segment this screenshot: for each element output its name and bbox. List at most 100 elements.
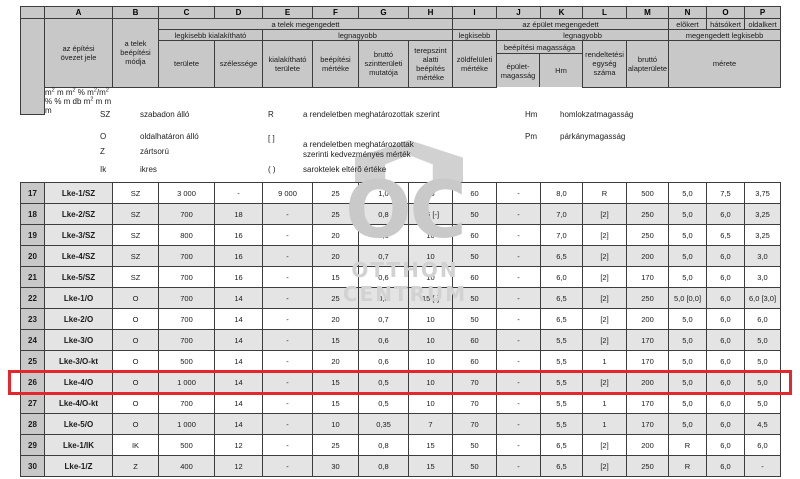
- cell-build-mode[interactable]: SZ: [112, 266, 159, 288]
- cell-zone-code[interactable]: Lke-2/O: [44, 308, 113, 330]
- cell-underground-ratio[interactable]: 7: [408, 413, 453, 435]
- cell-plot-width[interactable]: 14: [214, 287, 263, 309]
- cell-plot-area[interactable]: 700: [158, 266, 215, 288]
- table-row[interactable]: 26 Lke-4/O O 1 000 14-15 0,5 10 70-5,5 [2] 200 5,0…: [20, 371, 781, 393]
- cell-gross-floor-area[interactable]: 250: [626, 287, 669, 309]
- cell-floor-area-index[interactable]: 0,8: [358, 224, 409, 246]
- cell-side-yard[interactable]: 6,0 [3,0]: [744, 287, 781, 309]
- cell-buildable-area[interactable]: -: [262, 413, 313, 435]
- cell-front-yard[interactable]: 5,0: [668, 245, 707, 267]
- cell-build-mode[interactable]: SZ: [112, 224, 159, 246]
- table-row[interactable]: 25 Lke-3/O-kt O 500 14-20 0,6 10 60-5,5 1 170 5,0 6…: [20, 350, 781, 372]
- cell-hm-height[interactable]: 5,5: [540, 413, 583, 435]
- cell-green-ratio[interactable]: 50: [452, 287, 497, 309]
- cell-gross-floor-area[interactable]: 170: [626, 266, 669, 288]
- cell-build-mode[interactable]: SZ: [112, 203, 159, 225]
- cell-green-ratio[interactable]: 50: [452, 308, 497, 330]
- cell-plot-area[interactable]: 800: [158, 224, 215, 246]
- cell-floor-area-index[interactable]: 0,8: [358, 287, 409, 309]
- cell-side-yard[interactable]: 3,0: [744, 266, 781, 288]
- cell-building-height[interactable]: -: [496, 266, 541, 288]
- cell-row-number[interactable]: 18: [20, 203, 45, 225]
- cell-front-yard[interactable]: 5,0: [668, 182, 707, 204]
- cell-hm-height[interactable]: 7,0: [540, 224, 583, 246]
- table-row[interactable]: 21 Lke-5/SZ SZ 700 16-15 0,6 10 60-6,0 [2] 170 5,0…: [20, 266, 781, 288]
- cell-gross-floor-area[interactable]: 500: [626, 182, 669, 204]
- cell-building-height[interactable]: -: [496, 413, 541, 435]
- cell-gross-floor-area[interactable]: 200: [626, 434, 669, 456]
- cell-build-ratio[interactable]: 15: [312, 329, 359, 351]
- cell-rear-yard[interactable]: 6,0: [706, 392, 745, 414]
- cell-front-yard[interactable]: 5,0: [668, 203, 707, 225]
- cell-row-number[interactable]: 24: [20, 329, 45, 351]
- cell-hm-height[interactable]: 7,0: [540, 203, 583, 225]
- cell-gross-floor-area[interactable]: 250: [626, 455, 669, 477]
- cell-unit-count[interactable]: [2]: [582, 434, 627, 456]
- cell-rear-yard[interactable]: 6,0: [706, 329, 745, 351]
- cell-build-mode[interactable]: O: [112, 413, 159, 435]
- cell-building-height[interactable]: -: [496, 245, 541, 267]
- cell-row-number[interactable]: 27: [20, 392, 45, 414]
- cell-side-yard[interactable]: 5,0: [744, 392, 781, 414]
- cell-build-mode[interactable]: O: [112, 308, 159, 330]
- cell-floor-area-index[interactable]: 0,35: [358, 413, 409, 435]
- table-row[interactable]: 27 Lke-4/O-kt O 700 14-15 0,5 10 70-5,5 1 170 5,0 6…: [20, 392, 781, 414]
- cell-build-ratio[interactable]: 25: [312, 203, 359, 225]
- cell-underground-ratio[interactable]: 10: [408, 392, 453, 414]
- cell-build-ratio[interactable]: 15: [312, 266, 359, 288]
- cell-hm-height[interactable]: 5,5: [540, 329, 583, 351]
- cell-unit-count[interactable]: [2]: [582, 245, 627, 267]
- cell-side-yard[interactable]: 3,25: [744, 224, 781, 246]
- cell-row-number[interactable]: 25: [20, 350, 45, 372]
- cell-building-height[interactable]: -: [496, 455, 541, 477]
- cell-front-yard[interactable]: 5,0 [0,0]: [668, 287, 707, 309]
- cell-zone-code[interactable]: Lke-3/SZ: [44, 224, 113, 246]
- cell-buildable-area[interactable]: -: [262, 245, 313, 267]
- cell-plot-width[interactable]: 14: [214, 413, 263, 435]
- cell-row-number[interactable]: 30: [20, 455, 45, 477]
- cell-gross-floor-area[interactable]: 170: [626, 329, 669, 351]
- cell-front-yard[interactable]: 5,0: [668, 224, 707, 246]
- cell-build-mode[interactable]: SZ: [112, 182, 159, 204]
- cell-floor-area-index[interactable]: 0,7: [358, 308, 409, 330]
- cell-unit-count[interactable]: [2]: [582, 266, 627, 288]
- cell-hm-height[interactable]: 5,5: [540, 371, 583, 393]
- table-row[interactable]: 24 Lke-3/O O 700 14-15 0,6 10 60-5,5 [2] 170 5,0 6,…: [20, 329, 781, 351]
- cell-front-yard[interactable]: 5,0: [668, 413, 707, 435]
- cell-green-ratio[interactable]: 60: [452, 224, 497, 246]
- cell-side-yard[interactable]: 3,0: [744, 245, 781, 267]
- cell-plot-width[interactable]: 14: [214, 392, 263, 414]
- cell-build-ratio[interactable]: 20: [312, 350, 359, 372]
- cell-front-yard[interactable]: 5,0: [668, 350, 707, 372]
- cell-rear-yard[interactable]: 6,5: [706, 224, 745, 246]
- cell-rear-yard[interactable]: 6,0: [706, 287, 745, 309]
- cell-unit-count[interactable]: [2]: [582, 329, 627, 351]
- cell-front-yard[interactable]: R: [668, 455, 707, 477]
- cell-underground-ratio[interactable]: 10: [408, 329, 453, 351]
- cell-unit-count[interactable]: [2]: [582, 287, 627, 309]
- table-row[interactable]: 20 Lke-4/SZ SZ 700 16-20 0,7 10 50-6,5 [2] 200 5,0…: [20, 245, 781, 267]
- cell-row-number[interactable]: 20: [20, 245, 45, 267]
- cell-build-ratio[interactable]: 20: [312, 245, 359, 267]
- cell-buildable-area[interactable]: 9 000: [262, 182, 313, 204]
- cell-front-yard[interactable]: 5,0: [668, 371, 707, 393]
- cell-buildable-area[interactable]: -: [262, 455, 313, 477]
- cell-row-number[interactable]: 28: [20, 413, 45, 435]
- cell-building-height[interactable]: -: [496, 224, 541, 246]
- cell-buildable-area[interactable]: -: [262, 224, 313, 246]
- cell-green-ratio[interactable]: 70: [452, 413, 497, 435]
- cell-gross-floor-area[interactable]: 200: [626, 245, 669, 267]
- cell-build-ratio[interactable]: 10: [312, 413, 359, 435]
- cell-zone-code[interactable]: Lke-5/SZ: [44, 266, 113, 288]
- cell-buildable-area[interactable]: -: [262, 371, 313, 393]
- table-row[interactable]: 19 Lke-3/SZ SZ 800 16-20 0,8 10 60-7,0 [2] 250 5,0…: [20, 224, 781, 246]
- cell-floor-area-index[interactable]: 0,5: [358, 392, 409, 414]
- cell-underground-ratio[interactable]: 15 [-]: [408, 203, 453, 225]
- cell-side-yard[interactable]: 6,0: [744, 434, 781, 456]
- cell-plot-area[interactable]: 500: [158, 350, 215, 372]
- cell-build-ratio[interactable]: 15: [312, 371, 359, 393]
- cell-unit-count[interactable]: [2]: [582, 455, 627, 477]
- cell-green-ratio[interactable]: 50: [452, 245, 497, 267]
- cell-rear-yard[interactable]: 6,0: [706, 308, 745, 330]
- cell-floor-area-index[interactable]: 0,6: [358, 329, 409, 351]
